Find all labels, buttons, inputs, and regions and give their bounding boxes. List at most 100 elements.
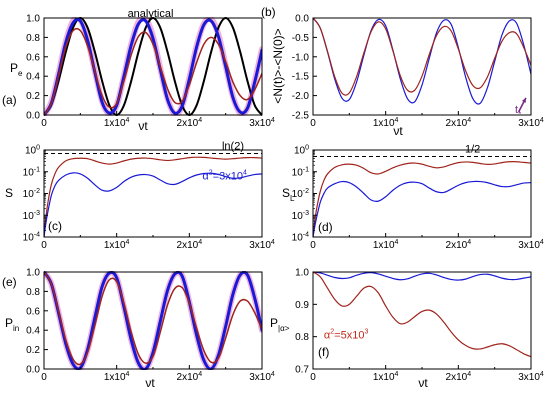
panel-f-xtick-label: 1x104: [373, 371, 399, 383]
panel-a-series-blue: [44, 17, 262, 116]
panel-b-ytick-label: 0.0: [295, 14, 309, 25]
panel-a-xtick-label: 0: [41, 118, 47, 129]
panel-e-letter: (e): [2, 275, 17, 289]
panel-e-ytick-label: 0.4: [26, 326, 40, 337]
panel-a-ytick-label: 0.0: [26, 111, 40, 122]
panel-f-letter: (f): [318, 345, 329, 359]
panel-f-series-red: [313, 271, 531, 358]
panel-e-xlabel: νt: [145, 376, 155, 390]
panel-a-ytick-label: 1.0: [26, 14, 40, 25]
panel-b-ytick-label: -1.5: [292, 72, 310, 83]
panel-f-ylabel: P|α>: [270, 316, 290, 333]
panel-e-series-red: [44, 271, 262, 366]
panel-f-ytick-label: 1.0: [295, 268, 309, 279]
panel-a-annotation: analytical: [128, 8, 174, 20]
panel-f-series-blue: [313, 271, 531, 281]
panel-b-xlabel: νt: [393, 124, 403, 138]
panel-e-ytick-label: 0.8: [26, 287, 40, 298]
panel-b-ylabel: <N(t)>-<N(0)>: [271, 28, 285, 103]
panel-b-xtick-label: 2x104: [446, 117, 472, 129]
panel-c-letter: (c): [48, 219, 62, 233]
panel-e-xtick-label: 0: [41, 372, 47, 383]
panel-b-ytick-label: -2.5: [292, 111, 310, 122]
panel-a-series-band: [44, 17, 262, 116]
panel-b-ytick-label: -1.0: [292, 52, 310, 63]
panel-b: 0 1x104 2x104 3x104 0.0 -0.5 -1.0 -1.5 -2.0 -2.5 <…: [261, 5, 544, 138]
panel-a-xtick-label: 3x104: [249, 117, 275, 129]
panel-b-series-red: [313, 17, 531, 96]
panel-b-xtick-label: 1x104: [373, 117, 399, 129]
panel-f-ytick-label: 0.8: [295, 332, 309, 343]
panel-d-xtick-label: 3x104: [518, 239, 544, 251]
panel-f-frame: [312, 271, 532, 370]
panel-c-xtick-label: 3x104: [249, 239, 275, 251]
panel-d: 1/20 1x104 2x104 3x10410010-110-210-310-4SL…: [282, 144, 544, 251]
panel-b-annotation: t*: [515, 104, 521, 119]
panel-f: 0 1x104 2x104 3x104 0.7 0.8 0.9 1.0 P|α> νt (f) α2=…: [270, 268, 544, 391]
panel-c-ytick-label: 10-3: [23, 210, 40, 222]
panel-c-ytick-label: 10-4: [23, 232, 40, 244]
panel-e-ytick-label: 0.0: [26, 365, 40, 376]
panel-a-xtick-label: 1x104: [104, 117, 130, 129]
panel-c-xtick-label: 0: [41, 240, 47, 251]
panel-e-xtick-label: 3x104: [249, 371, 275, 383]
panel-a-series-red: [44, 27, 262, 116]
panel-e-ylabel: Pin: [5, 316, 19, 333]
panel-a-ytick-label: 0.4: [26, 72, 40, 83]
panel-d-series-red: [313, 161, 531, 238]
panel-c-reference-label: ln(2): [222, 140, 244, 152]
panel-b-xtick-label: 0: [310, 118, 316, 129]
panel-b-ytick-label: -0.5: [292, 33, 310, 44]
panel-c: ln(2) 0 1x104 2x104 3x104 100 10-1 10-2 10-3 10-4…: [5, 140, 275, 251]
panel-b-frame: [312, 17, 532, 116]
panel-b-arrow-head: [521, 97, 526, 103]
panel-e: 0 1x104 2x104 3x104 0.0 0.2 0.4 0.6 0.8 1.0 Pin νt (…: [2, 268, 275, 391]
panel-e-xtick-label: 2x104: [177, 371, 203, 383]
panel-f-ytick-label: 0.7: [295, 365, 309, 376]
panel-c-annotation: α2=3x104: [202, 169, 247, 182]
panel-d-xtick-label: 1x104: [373, 239, 399, 251]
panel-c-ytick-label: 10-2: [23, 188, 40, 200]
panel-b-letter: (b): [261, 5, 276, 19]
panel-a: 0 1x104 2x104 3x104 0.0 0.2 0.4 0.6 0.8 1.0 Pe νt (a…: [2, 8, 275, 133]
panel-d-ylabel: SL: [282, 186, 295, 203]
panel-c-ytick-label: 100: [25, 145, 40, 157]
panel-c-series-red: [44, 156, 262, 238]
panel-d-letter: (d): [318, 220, 333, 234]
panel-a-ylabel: Pe: [10, 61, 23, 78]
panel-f-xtick-label: 0: [310, 372, 316, 383]
panel-f-xtick-label: 2x104: [446, 371, 472, 383]
panel-b-xtick-label: 3x104: [518, 117, 544, 129]
panel-c-xtick-label: 1x104: [104, 239, 130, 251]
panel-c-ylabel: S: [5, 186, 13, 200]
panel-a-ytick-label: 0.8: [26, 33, 40, 44]
panel-c-series-blue: [44, 172, 262, 238]
panel-e-ytick-label: 0.2: [26, 345, 40, 356]
panel-a-letter: (a): [2, 93, 17, 107]
panel-a-ytick-label: 0.6: [26, 52, 40, 63]
panel-d-series-blue: [313, 180, 531, 238]
panel-d-ytick-label: 10-2: [292, 188, 309, 200]
panel-d-ytick-label: 10-1: [292, 166, 309, 178]
panel-a-ytick-label: 0.2: [26, 91, 40, 102]
panel-b-series-blue: [313, 17, 531, 105]
panel-d-ytick-label: 10-3: [292, 210, 309, 222]
panel-f-xtick-label: 3x104: [518, 371, 544, 383]
panel-d-xtick-label: 2x104: [446, 239, 472, 251]
panel-a-xlabel: νt: [138, 119, 148, 133]
panel-e-ytick-label: 1.0: [26, 268, 40, 279]
panel-e-ytick-label: 0.6: [26, 306, 40, 317]
panel-d-ytick-label: 100: [294, 145, 309, 157]
panel-e-xtick-label: 1x104: [104, 371, 130, 383]
panel-c-frame: [43, 149, 263, 238]
panel-b-ytick-label: -2.0: [292, 91, 310, 102]
panel-f-ytick-label: 0.9: [295, 300, 309, 311]
panel-a-xtick-label: 2x104: [177, 117, 203, 129]
panel-c-xtick-label: 2x104: [177, 239, 203, 251]
panel-f-xlabel: νt: [418, 376, 428, 390]
panel-c-ytick-label: 10-1: [23, 166, 40, 178]
panel-d-xtick-label: 0: [310, 240, 316, 251]
panel-d-ytick-label: 10-4: [292, 232, 309, 244]
panel-f-annotation: α2=5x103: [324, 328, 369, 341]
